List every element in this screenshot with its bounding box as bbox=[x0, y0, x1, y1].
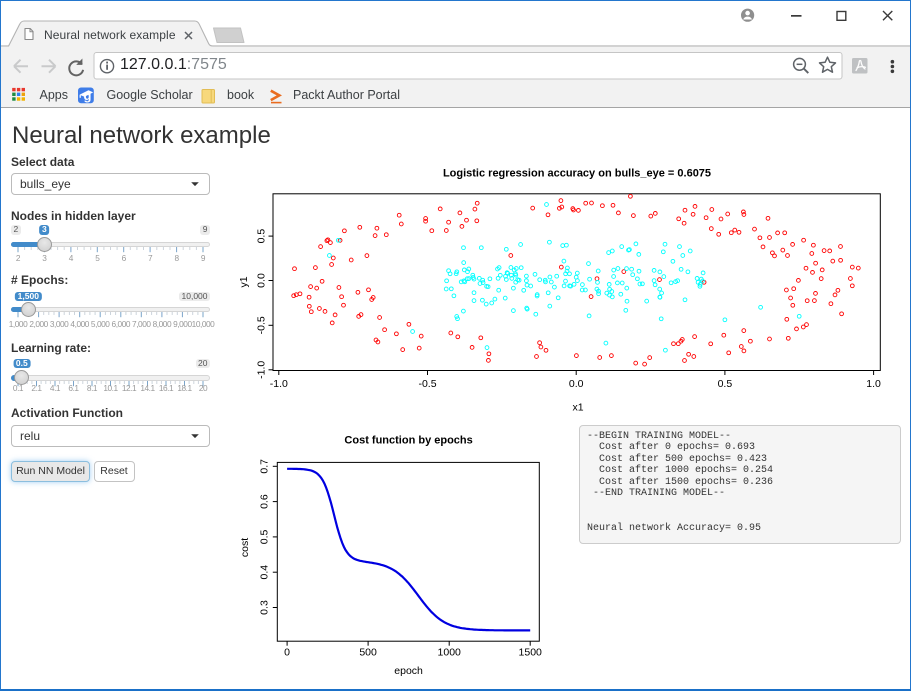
svg-text:0.6: 0.6 bbox=[258, 494, 270, 509]
svg-text:cost: cost bbox=[240, 538, 251, 557]
svg-text:1500: 1500 bbox=[519, 646, 543, 658]
svg-text:y1: y1 bbox=[240, 276, 250, 287]
svg-text:-0.5: -0.5 bbox=[418, 378, 436, 390]
svg-text:-0.5: -0.5 bbox=[256, 316, 268, 334]
svg-text:0.3: 0.3 bbox=[258, 600, 270, 615]
svg-text:-1.0: -1.0 bbox=[256, 361, 268, 379]
svg-text:0.0: 0.0 bbox=[569, 378, 584, 390]
svg-text:epoch: epoch bbox=[394, 665, 423, 677]
svg-text:0.5: 0.5 bbox=[718, 378, 733, 390]
svg-text:x1: x1 bbox=[572, 402, 583, 414]
svg-text:500: 500 bbox=[359, 646, 377, 658]
svg-text:1000: 1000 bbox=[438, 646, 462, 658]
svg-text:0.4: 0.4 bbox=[258, 565, 270, 580]
svg-text:0.0: 0.0 bbox=[256, 273, 268, 288]
svg-text:Logistic regression accuracy o: Logistic regression accuracy on bulls_ey… bbox=[443, 168, 711, 180]
svg-text:0.7: 0.7 bbox=[258, 459, 270, 474]
svg-text:g: g bbox=[84, 88, 92, 103]
svg-text:-1.0: -1.0 bbox=[270, 378, 288, 390]
svg-text:0.5: 0.5 bbox=[256, 229, 268, 244]
svg-text:1.0: 1.0 bbox=[866, 378, 881, 390]
svg-text:0.5: 0.5 bbox=[258, 529, 270, 544]
svg-text:0: 0 bbox=[284, 646, 290, 658]
svg-text:Cost function by epochs: Cost function by epochs bbox=[344, 435, 472, 447]
